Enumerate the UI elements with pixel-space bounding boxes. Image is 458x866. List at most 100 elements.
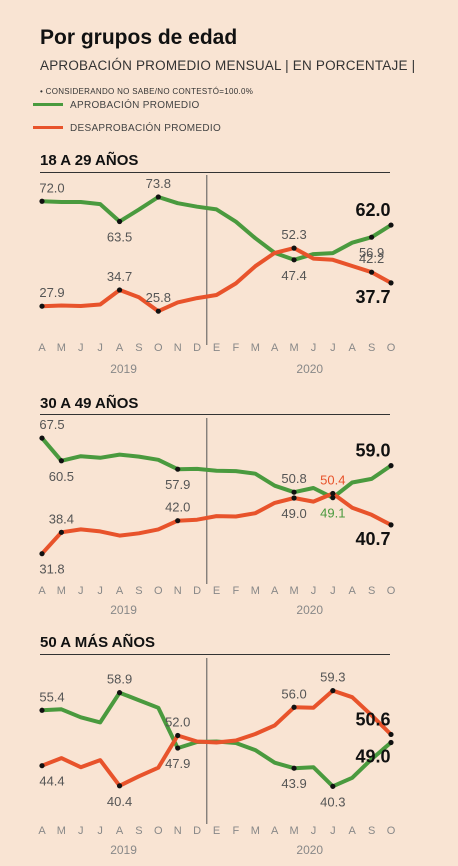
approval-value-label: 63.5: [107, 230, 132, 245]
disapproval-value-label: 44.4: [39, 774, 64, 789]
disapproval-value-label: 31.8: [39, 562, 64, 577]
month-tick-label: M: [57, 342, 66, 354]
approval-value-label: 57.9: [165, 477, 190, 492]
approval-point: [291, 489, 297, 495]
month-tick-label: J: [330, 585, 336, 597]
month-tick-label: M: [251, 585, 260, 597]
year-label: 2019: [110, 362, 137, 376]
legend-disapproval-label: DESAPROBACIÓN PROMEDIO: [70, 123, 222, 134]
disapproval-point: [175, 518, 181, 524]
approval-value-label: 59.0: [355, 441, 390, 461]
year-label: 2020: [296, 843, 323, 857]
chart-panel-18-29: 72.0 63.5 73.8 47.4 56.9 62.0 27.9 34.7 25.8 52.3…: [38, 175, 396, 376]
panel-title-30-49: 30 A 49 AÑOS: [40, 395, 139, 412]
approval-point: [388, 463, 394, 469]
year-label: 2019: [110, 603, 137, 617]
approval-value-label: 47.9: [165, 756, 190, 771]
month-tick-label: J: [311, 342, 317, 354]
year-label: 2019: [110, 843, 137, 857]
month-tick-label: D: [193, 342, 201, 354]
disapproval-point: [330, 688, 336, 694]
month-tick-label: O: [154, 342, 163, 354]
month-tick-label: A: [349, 342, 357, 354]
disapproval-point: [291, 704, 297, 710]
month-tick-label: J: [330, 342, 336, 354]
disapproval-point: [175, 732, 181, 739]
approval-point: [388, 739, 394, 746]
disapproval-point: [388, 280, 394, 286]
month-tick-label: D: [193, 585, 201, 597]
approval-value-label: 56.9: [359, 245, 384, 260]
year-label: 2020: [296, 362, 323, 376]
approval-point: [175, 466, 181, 472]
disapproval-value-label: 50.6: [355, 709, 390, 729]
disapproval-value-label: 52.3: [281, 227, 306, 242]
disapproval-value-label: 42.0: [165, 500, 190, 515]
month-tick-label: S: [368, 342, 375, 354]
disapproval-point: [39, 303, 45, 309]
disapproval-point: [388, 731, 394, 738]
month-tick-label: A: [38, 585, 46, 597]
disapproval-point: [39, 763, 45, 769]
approval-point: [291, 257, 297, 263]
disapproval-point: [39, 551, 45, 557]
approval-point: [39, 707, 45, 713]
disapproval-value-label: 56.0: [281, 686, 306, 701]
month-tick-label: J: [330, 825, 336, 837]
approval-value-label: 72.0: [39, 180, 64, 195]
month-tick-label: M: [289, 585, 298, 597]
month-tick-label: F: [233, 342, 240, 354]
panel-title-50-mas: 50 A MÁS AÑOS: [40, 634, 156, 651]
month-tick-label: O: [154, 825, 163, 837]
approval-value-label: 62.0: [355, 200, 390, 220]
approval-value-label: 50.8: [281, 471, 306, 486]
disapproval-value-label: 50.4: [320, 472, 345, 487]
disapproval-value-label: 49.0: [281, 506, 306, 521]
month-tick-label: O: [387, 825, 396, 837]
panel-rule-18-29: [40, 172, 390, 173]
month-tick-label: J: [311, 825, 317, 837]
disapproval-value-label: 34.7: [107, 269, 132, 284]
month-tick-label: J: [311, 585, 317, 597]
year-label: 2020: [296, 603, 323, 617]
month-tick-label: S: [135, 825, 142, 837]
approval-line: [40, 690, 393, 789]
legend-approval-label: APROBACIÓN PROMEDIO: [70, 100, 200, 111]
disapproval-point: [330, 490, 336, 497]
month-tick-label: M: [251, 825, 260, 837]
disapproval-line: [40, 491, 393, 556]
approval-value-label: 49.1: [320, 506, 345, 521]
panel-rule-30-49: [40, 414, 390, 415]
month-tick-label: N: [174, 825, 182, 837]
approval-value-label: 55.4: [39, 689, 64, 704]
approval-point: [58, 458, 64, 464]
disapproval-value-label: 59.3: [320, 670, 345, 685]
disapproval-value-label: 37.7: [355, 287, 390, 307]
month-tick-label: S: [368, 585, 375, 597]
approval-value-label: 47.4: [281, 268, 306, 283]
month-tick-label: F: [233, 585, 240, 597]
month-tick-label: O: [387, 585, 396, 597]
disapproval-point: [116, 783, 123, 789]
legend-approval: APROBACIÓN PROMEDIO: [33, 100, 200, 111]
disapproval-point: [369, 269, 375, 275]
month-tick-label: J: [97, 585, 103, 597]
approval-line: [40, 436, 393, 500]
approval-point: [330, 783, 336, 789]
month-tick-label: S: [368, 825, 375, 837]
approval-value-label: 58.9: [107, 672, 132, 687]
month-tick-label: A: [271, 585, 279, 597]
subtitle-note: • CONSIDERANDO NO SABE/NO CONTESTÓ=100.0…: [40, 87, 254, 96]
approval-value-label: 49.0: [355, 747, 390, 767]
disapproval-value-label: 38.4: [49, 511, 74, 526]
disapproval-value-label: 42.2: [359, 251, 384, 266]
approval-point: [369, 234, 375, 240]
disapproval-point: [291, 245, 297, 251]
month-tick-label: A: [116, 825, 124, 837]
month-tick-label: A: [116, 585, 124, 597]
month-tick-label: M: [57, 825, 66, 837]
disapproval-point: [155, 308, 161, 314]
disapproval-point: [388, 522, 394, 528]
disapproval-line: [40, 688, 393, 788]
month-tick-label: A: [116, 342, 124, 354]
